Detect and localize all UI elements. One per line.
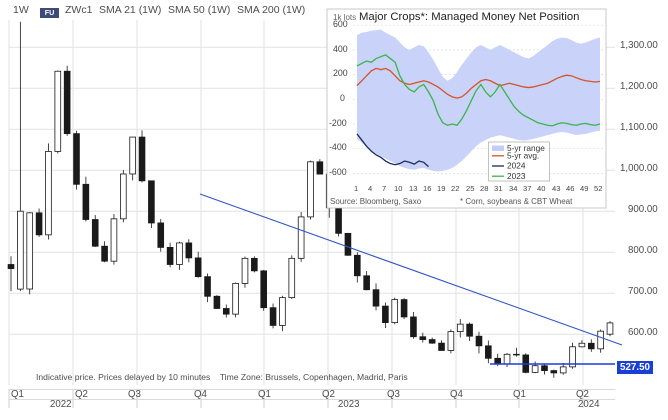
svg-text:2024: 2024 — [507, 161, 526, 171]
svg-text:2023: 2023 — [507, 171, 526, 181]
svg-text:5-yr avg.: 5-yr avg. — [507, 151, 539, 161]
